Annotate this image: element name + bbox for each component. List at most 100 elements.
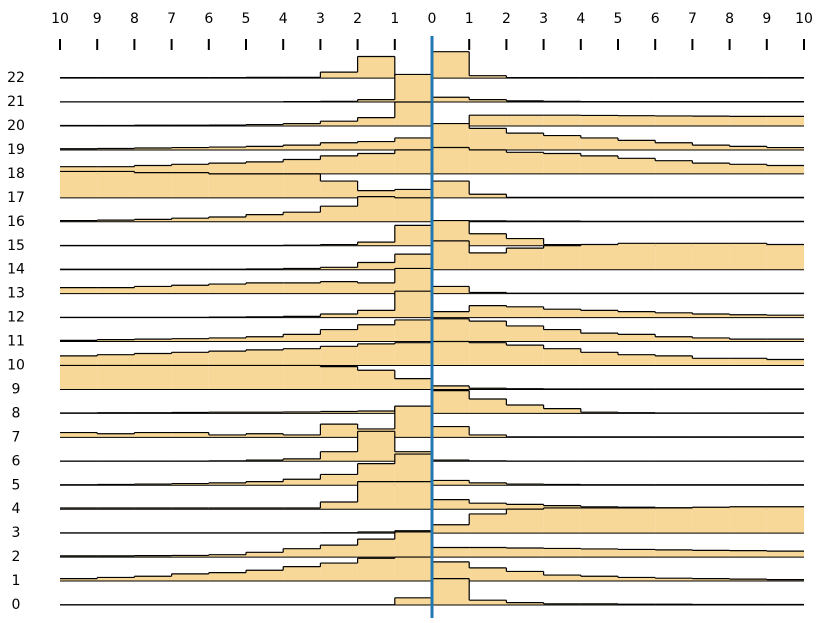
row-label: 13: [7, 286, 25, 302]
bin-area: [357, 262, 395, 270]
bin-area: [729, 579, 767, 582]
bin-area: [543, 309, 581, 318]
x-tick-label: 7: [167, 11, 176, 27]
bin-area: [60, 171, 98, 198]
bin-area: [506, 602, 544, 605]
bin-area: [208, 173, 246, 198]
bin-area: [432, 286, 470, 294]
x-tick-label: 1: [390, 11, 399, 27]
x-tick-label: 8: [130, 11, 139, 27]
bin-area: [171, 164, 209, 174]
row-label: 10: [7, 358, 25, 374]
bin-area: [97, 171, 135, 198]
bin-area: [432, 480, 470, 486]
bin-area: [729, 358, 767, 366]
row-label: 17: [7, 190, 25, 206]
bin-area: [320, 366, 358, 390]
bin-area: [580, 603, 618, 605]
bin-area: [766, 165, 804, 174]
bin-area: [97, 365, 135, 390]
bin-area: [618, 334, 656, 342]
bin-area: [655, 578, 693, 582]
bin-area: [134, 286, 172, 294]
bin-area: [506, 504, 544, 510]
bin-area: [432, 147, 470, 174]
bin-area: [357, 310, 395, 318]
bin-area: [692, 243, 730, 270]
bin-area: [766, 551, 804, 558]
bin-area: [469, 233, 507, 246]
bin-area: [97, 220, 135, 222]
bin-area: [246, 481, 284, 486]
bin-area: [320, 281, 358, 294]
bin-area: [246, 365, 284, 390]
bin-area: [506, 248, 544, 270]
bin-area: [134, 219, 172, 222]
bin-area: [692, 550, 730, 558]
bin-area: [283, 123, 321, 126]
bin-area: [246, 282, 284, 294]
bin-area: [729, 550, 767, 558]
x-tick-label: 5: [242, 11, 251, 27]
bin-area: [692, 358, 730, 366]
bin-area: [655, 243, 693, 270]
row-label: 12: [7, 310, 25, 326]
bin-area: [171, 218, 209, 222]
bin-area: [320, 411, 358, 414]
bin-area: [357, 196, 395, 222]
bin-area: [580, 548, 618, 558]
bin-area: [432, 499, 470, 510]
bin-area: [469, 567, 507, 582]
row-label: 7: [12, 429, 21, 445]
bin-area: [394, 597, 432, 605]
bin-area: [246, 570, 284, 582]
bin-area: [357, 99, 395, 103]
x-tick-label: 10: [51, 11, 69, 27]
bin-area: [469, 128, 507, 150]
bin-area: [357, 282, 395, 294]
bin-area: [580, 310, 618, 318]
bin-area: [543, 329, 581, 342]
bin-area: [320, 545, 358, 558]
bin-area: [283, 348, 321, 366]
bin-area: [357, 431, 395, 462]
bin-area: [729, 506, 767, 534]
bin-area: [692, 145, 730, 150]
bin-area: [283, 566, 321, 582]
bin-area: [97, 166, 135, 174]
row-label: 11: [7, 334, 25, 350]
x-tick-label: 1: [465, 11, 474, 27]
bin-area: [283, 334, 321, 342]
bin-area: [618, 243, 656, 270]
bin-area: [97, 577, 135, 582]
bin-area: [394, 102, 432, 126]
bin-area: [692, 578, 730, 582]
bin-area: [766, 359, 804, 366]
bin-area: [357, 190, 395, 198]
bin-area: [655, 115, 693, 126]
bin-area: [283, 365, 321, 390]
row-label: 3: [12, 525, 21, 541]
bin-area: [208, 554, 246, 558]
row-label: 6: [12, 453, 21, 469]
bin-area: [618, 354, 656, 366]
bin-area: [320, 424, 358, 438]
bin-area: [320, 502, 358, 510]
bin-area: [469, 115, 507, 126]
bin-area: [283, 173, 321, 198]
bin-area: [506, 405, 544, 414]
bin-area: [246, 124, 284, 126]
bin-area: [208, 284, 246, 294]
bin-area: [469, 99, 507, 103]
bin-area: [580, 576, 618, 582]
bin-area: [60, 355, 98, 366]
bin-area: [394, 319, 432, 342]
bin-area: [692, 116, 730, 126]
bin-area: [506, 571, 544, 582]
bin-area: [432, 561, 470, 582]
bin-area: [394, 254, 432, 270]
bin-area: [134, 165, 172, 174]
bin-area: [580, 352, 618, 366]
bin-area: [469, 482, 507, 486]
bin-area: [469, 513, 507, 534]
